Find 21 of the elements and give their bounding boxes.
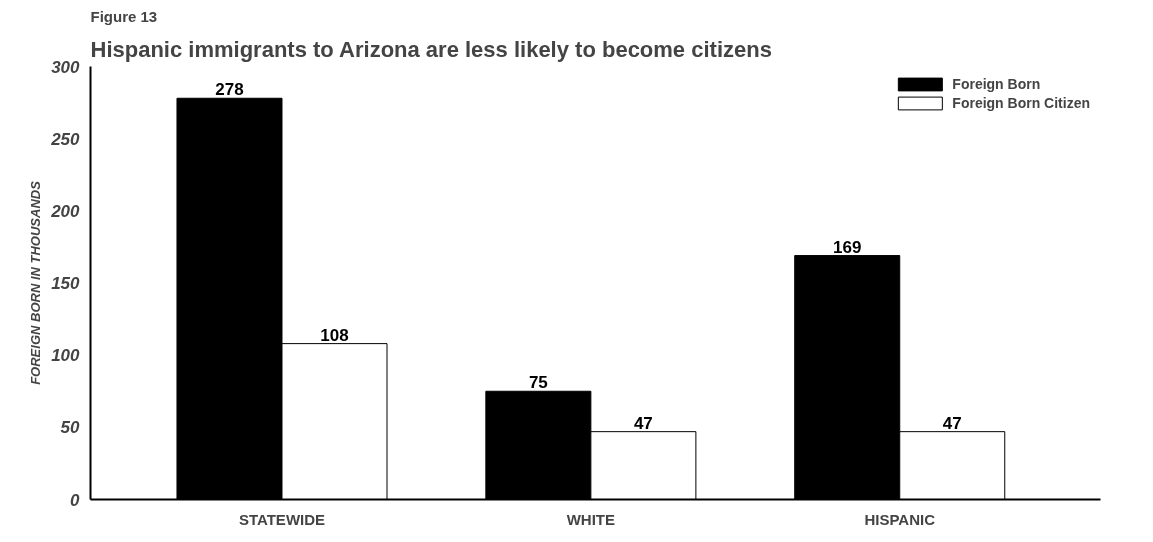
legend-label: Foreign Born Citizen <box>952 95 1090 111</box>
data-label: 47 <box>942 413 962 433</box>
data-label: 75 <box>528 373 548 393</box>
y-tick-label: 300 <box>51 57 81 77</box>
y-tick-label: 150 <box>51 274 81 293</box>
x-tick-label: WHITE <box>566 510 616 528</box>
x-tick-label: HISPANIC <box>864 510 936 528</box>
y-tick-label: 0 <box>70 490 81 510</box>
data-label: 169 <box>833 237 862 257</box>
y-tick-label: 50 <box>60 418 81 438</box>
y-tick-label: 100 <box>51 346 81 366</box>
x-tick-label: STATEWIDE <box>238 510 326 528</box>
y-axis-title: FOREIGN BORN IN THOUSANDS <box>28 180 44 385</box>
data-label: 47 <box>633 413 653 433</box>
y-tick-label: 200 <box>50 201 81 221</box>
y-tick-label: 250 <box>50 129 81 149</box>
chart-subtitle: Hispanic immigrants to Arizona are less likely to become citizens <box>90 36 772 62</box>
data-label: 108 <box>320 325 349 345</box>
data-label: 278 <box>215 80 244 100</box>
legend-label: Foreign Born <box>952 76 1041 92</box>
chart-title: Figure 13 <box>90 7 158 25</box>
